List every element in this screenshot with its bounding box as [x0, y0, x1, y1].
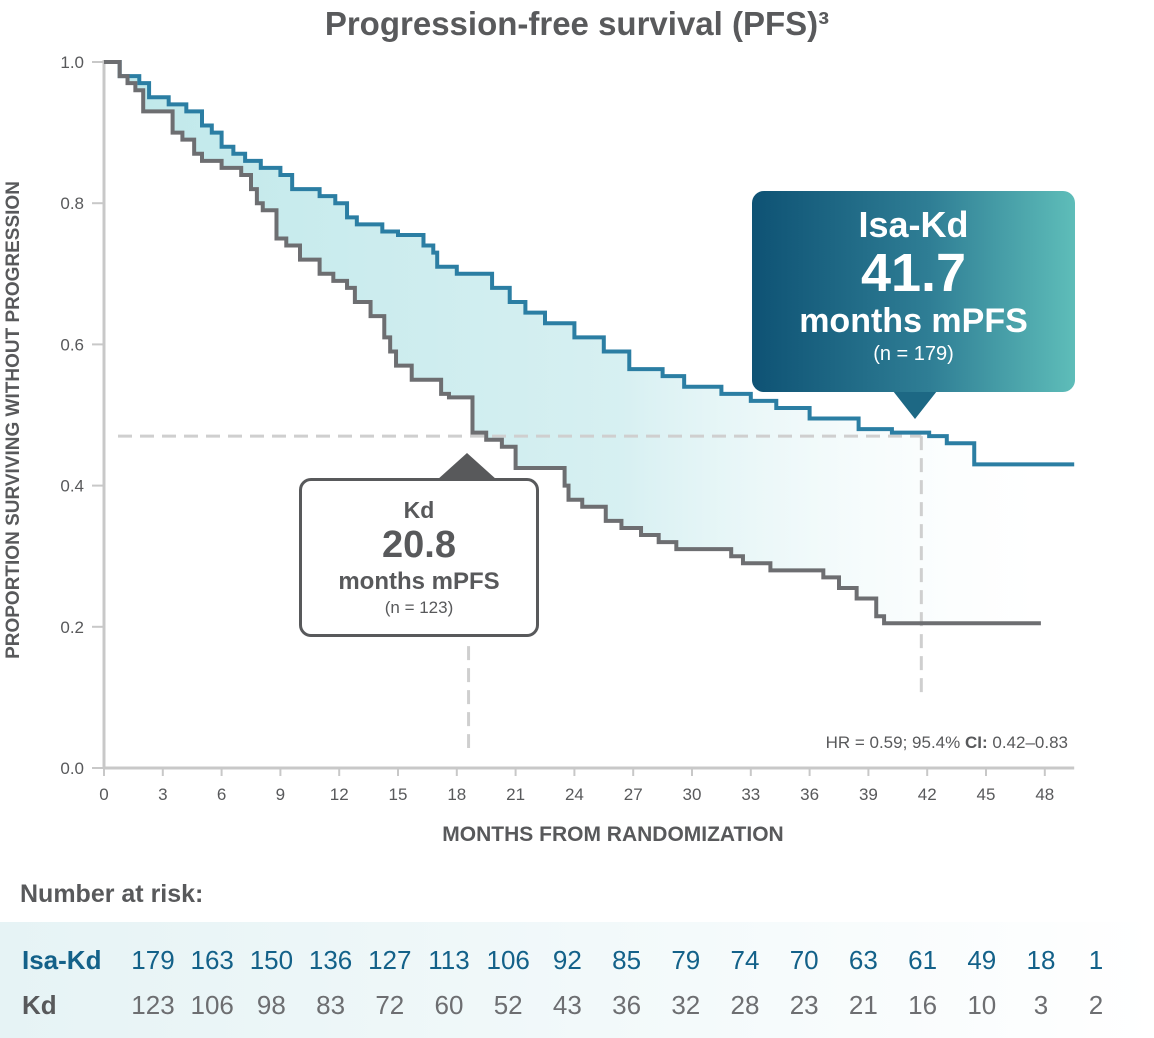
risk-row-isa-kd: Isa-Kd 179 163 150 136 127 113 106 92 85 79 74 70 63…	[0, 940, 1154, 980]
median-reference-lines	[118, 434, 923, 748]
risk-count: 16	[908, 990, 938, 1020]
risk-count: 92	[552, 945, 582, 975]
risk-count: 136	[308, 945, 353, 975]
survival-gap-fill	[104, 62, 1041, 624]
risk-count: 1	[1088, 945, 1104, 975]
isa-callout-unit: months mPFS	[799, 302, 1028, 340]
x-tick-label: 3	[158, 785, 167, 804]
risk-count: 36	[612, 990, 642, 1020]
risk-count: 98	[256, 990, 286, 1020]
kd-survival-curve	[104, 60, 1041, 626]
survival-curves	[104, 60, 1075, 626]
x-tick-label: 42	[918, 785, 937, 804]
y-tick-label: 0.2	[60, 618, 84, 637]
risk-count: 106	[190, 990, 234, 1020]
kd-callout-unit: months mPFS	[338, 568, 500, 595]
y-tick-label: 0.4	[60, 477, 84, 496]
risk-count: 18	[1026, 945, 1056, 975]
ci-label: CI:	[964, 733, 988, 752]
risk-table-background	[0, 922, 1154, 1038]
kd-callout-n: (n = 123)	[384, 598, 454, 617]
isa-kd-survival-curve	[104, 60, 1075, 467]
x-tick-label: 6	[217, 785, 226, 804]
chart-title: Progression-free survival (PFS)³	[324, 5, 830, 42]
isa-callout-pointer	[893, 391, 937, 419]
kd-callout-pointer	[437, 453, 497, 480]
risk-count: 2	[1088, 990, 1104, 1020]
axes: 0.00.20.40.60.81.00 3 6 9 12 15 18 21 24 27 30 33 36…	[60, 53, 1075, 804]
risk-count: 113	[428, 945, 470, 975]
y-axis-label: PROPORTION SURVIVING WITHOUT PROGRESSION	[3, 181, 24, 659]
risk-count: 79	[671, 945, 701, 975]
risk-count: 10	[967, 990, 997, 1020]
risk-row-label: Isa-Kd	[22, 945, 102, 975]
risk-count: 70	[789, 945, 819, 975]
risk-count: 106	[486, 945, 530, 975]
risk-count: 28	[730, 990, 760, 1020]
x-axis-label: MONTHS FROM RANDOMIZATION	[442, 823, 784, 846]
x-tick-label: 21	[506, 785, 525, 804]
y-tick-label: 0.8	[60, 194, 84, 213]
risk-count: 179	[131, 945, 175, 975]
risk-count: 85	[612, 945, 642, 975]
x-tick-label: 27	[624, 785, 643, 804]
gap-fill-area	[104, 62, 1041, 624]
isa-callout-value: 41.7	[860, 243, 967, 303]
risk-count: 123	[131, 990, 175, 1020]
y-tick-label: 0.0	[60, 759, 84, 778]
isa-kd-callout: Isa-Kd 41.7 months mPFS (n = 179)	[752, 191, 1075, 392]
risk-count: 74	[730, 945, 760, 975]
risk-row-kd: Kd 123 106 98 83 72 60 52 43 36 32 28 23 21 16 10 3 2	[0, 985, 1154, 1025]
x-tick-label: 33	[741, 785, 760, 804]
x-tick-label: 30	[683, 785, 702, 804]
risk-row-label: Kd	[22, 990, 57, 1020]
risk-count: 150	[249, 945, 294, 975]
risk-count: 49	[967, 945, 997, 975]
risk-count: 21	[848, 990, 878, 1020]
x-tick-label: 9	[276, 785, 285, 804]
risk-count: 23	[789, 990, 819, 1020]
y-tick-label: 1.0	[60, 53, 84, 72]
risk-count: 43	[552, 990, 582, 1020]
y-tick-label: 0.6	[60, 335, 84, 354]
risk-count: 127	[368, 945, 412, 975]
x-tick-label: 45	[977, 785, 996, 804]
x-tick-label: 39	[859, 785, 878, 804]
kd-callout: Kd 20.8 months mPFS (n = 123)	[299, 478, 539, 637]
risk-count: 163	[190, 945, 234, 975]
risk-count: 63	[848, 945, 878, 975]
km-plot: 0.00.20.40.60.81.00 3 6 9 12 15 18 21 24 27 30 33 36…	[60, 53, 1075, 804]
risk-count: 72	[375, 990, 405, 1020]
x-tick-label: 15	[389, 785, 408, 804]
kd-callout-name: Kd	[403, 497, 435, 523]
x-tick-label: 48	[1035, 785, 1054, 804]
risk-count: 83	[316, 990, 346, 1020]
x-tick-label: 12	[330, 785, 349, 804]
hazard-ratio-note: HR = 0.59; 95.4% CI: 0.42–0.83	[826, 733, 1068, 753]
risk-count: 52	[493, 990, 523, 1020]
x-tick-label: 24	[565, 785, 584, 804]
risk-count: 60	[434, 990, 464, 1020]
x-tick-label: 0	[99, 785, 108, 804]
x-tick-label: 18	[447, 785, 466, 804]
risk-count: 61	[908, 945, 938, 975]
isa-callout-n: (n = 179)	[873, 343, 954, 365]
hr-prefix: HR = 0.59; 95.4%	[825, 733, 965, 752]
ci-value: 0.42–0.83	[987, 733, 1068, 752]
risk-count: 3	[1033, 990, 1049, 1020]
risk-table-heading: Number at risk:	[20, 880, 204, 908]
kd-callout-value: 20.8	[382, 524, 456, 566]
risk-count: 32	[671, 990, 701, 1020]
x-tick-label: 36	[800, 785, 819, 804]
isa-callout-name: Isa-Kd	[858, 204, 969, 245]
